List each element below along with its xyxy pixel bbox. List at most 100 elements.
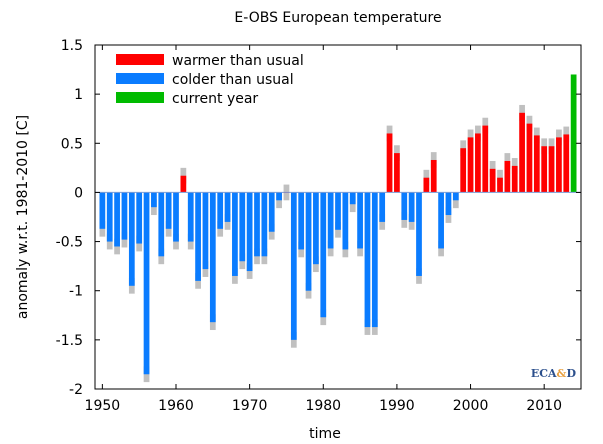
chart-title: E-OBS European temperature	[234, 10, 441, 26]
uncertainty-band-1981	[327, 240, 334, 257]
bar-2010	[541, 146, 548, 193]
bar-1962	[187, 192, 194, 242]
logo-d: D	[566, 367, 576, 380]
bar-1961	[180, 175, 187, 193]
y-tick-label: 1	[74, 87, 83, 103]
bar-2007	[519, 112, 525, 193]
bar-1972	[261, 192, 268, 257]
bar-1979	[313, 192, 319, 265]
legend-swatch-0	[116, 54, 164, 65]
y-tick-label: -1	[69, 284, 83, 300]
bar-1960	[173, 192, 179, 242]
bar-2008	[526, 123, 533, 193]
bar-1951	[106, 192, 113, 242]
bar-1950	[99, 192, 106, 229]
bar-1981	[327, 192, 334, 249]
bar-1967	[224, 192, 231, 222]
bar-2003	[489, 168, 496, 193]
bar-2011	[548, 146, 555, 193]
legend-label-0: warmer than usual	[172, 53, 304, 69]
uncertainty-band-1995	[430, 152, 437, 168]
plot-frame	[94, 44, 582, 390]
eca-d-logo: ECA&D	[531, 367, 577, 380]
bar-1992	[408, 192, 415, 222]
y-tick-label: 0.5	[61, 136, 83, 152]
x-tick-label: 1970	[232, 398, 268, 414]
bar-1995	[430, 159, 437, 193]
bar-1997	[445, 192, 452, 216]
bar-1964	[202, 192, 209, 270]
bar-2006	[511, 165, 518, 193]
bar-1956	[143, 192, 150, 375]
y-tick-label: 0	[74, 185, 83, 201]
bar-2004	[497, 177, 503, 193]
y-axis-title: anomaly w.r.t. 1981-2010 [C]	[15, 115, 31, 319]
x-tick-label: 2000	[453, 398, 489, 414]
bar-1980	[320, 192, 327, 318]
bar-1996	[438, 192, 444, 249]
y-tick-label: -0.5	[56, 235, 83, 251]
bar-1958	[158, 192, 165, 257]
legend: warmer than usual colder than usual curren…	[116, 53, 304, 107]
x-tick-label: 1950	[85, 398, 121, 414]
logo-ampersand: &	[557, 367, 567, 380]
bar-1982	[335, 192, 341, 230]
bar-1971	[254, 192, 260, 257]
bar-1969	[239, 192, 246, 262]
x-tick-label: 2010	[526, 398, 562, 414]
bar-1966	[217, 192, 224, 229]
uncertainty-band-1996	[438, 240, 444, 257]
bar-1955	[136, 192, 143, 244]
bar-1984	[349, 192, 356, 205]
x-tick-label: 1990	[379, 398, 415, 414]
bar-1989	[386, 133, 393, 193]
legend-label-2: current year	[172, 91, 258, 107]
bar-1970	[246, 192, 253, 272]
uncertainty-band-2006	[511, 158, 518, 174]
bar-2000	[467, 137, 474, 193]
bar-1973	[268, 192, 275, 232]
bar-1990	[394, 153, 400, 193]
bar-1974	[276, 192, 282, 201]
bar-1985	[357, 192, 363, 249]
logo-eca: ECA	[531, 367, 557, 380]
bar-1952	[114, 192, 120, 247]
bar-1994	[423, 177, 430, 193]
bar-2012	[556, 137, 562, 193]
bar-2002	[482, 125, 489, 193]
bar-2009	[533, 135, 540, 193]
legend-swatch-2	[116, 92, 164, 103]
y-tick-label: -2	[69, 382, 83, 398]
bar-1986	[364, 192, 371, 328]
bar-1988	[379, 192, 386, 222]
x-tick-label: 1980	[305, 398, 341, 414]
bar-1998	[452, 192, 459, 201]
bar-1965	[209, 192, 216, 323]
bar-1977	[298, 192, 305, 250]
bar-1959	[165, 192, 172, 229]
uncertainty-band-1985	[357, 240, 363, 257]
bar-1991	[401, 192, 408, 220]
x-axis-title: time	[309, 426, 341, 442]
bars-group	[99, 74, 577, 383]
bar-1999	[460, 148, 467, 193]
legend-label-1: colder than usual	[172, 72, 294, 88]
y-tick-label: 1.5	[61, 38, 83, 54]
bar-1963	[195, 192, 201, 281]
bar-1968	[232, 192, 238, 276]
uncertainty-band-2007	[519, 104, 525, 121]
bar-1993	[416, 192, 422, 276]
bar-2005	[504, 160, 511, 193]
bar-2014	[570, 74, 577, 193]
y-tick-label: -1.5	[56, 333, 83, 349]
x-tick-label: 1960	[158, 398, 194, 414]
bar-1954	[128, 192, 135, 286]
bar-1957	[151, 192, 157, 208]
bar-1983	[342, 192, 349, 250]
bar-1953	[121, 192, 128, 240]
bar-1976	[290, 192, 297, 340]
bar-1978	[305, 192, 312, 291]
legend-swatch-1	[116, 73, 164, 84]
